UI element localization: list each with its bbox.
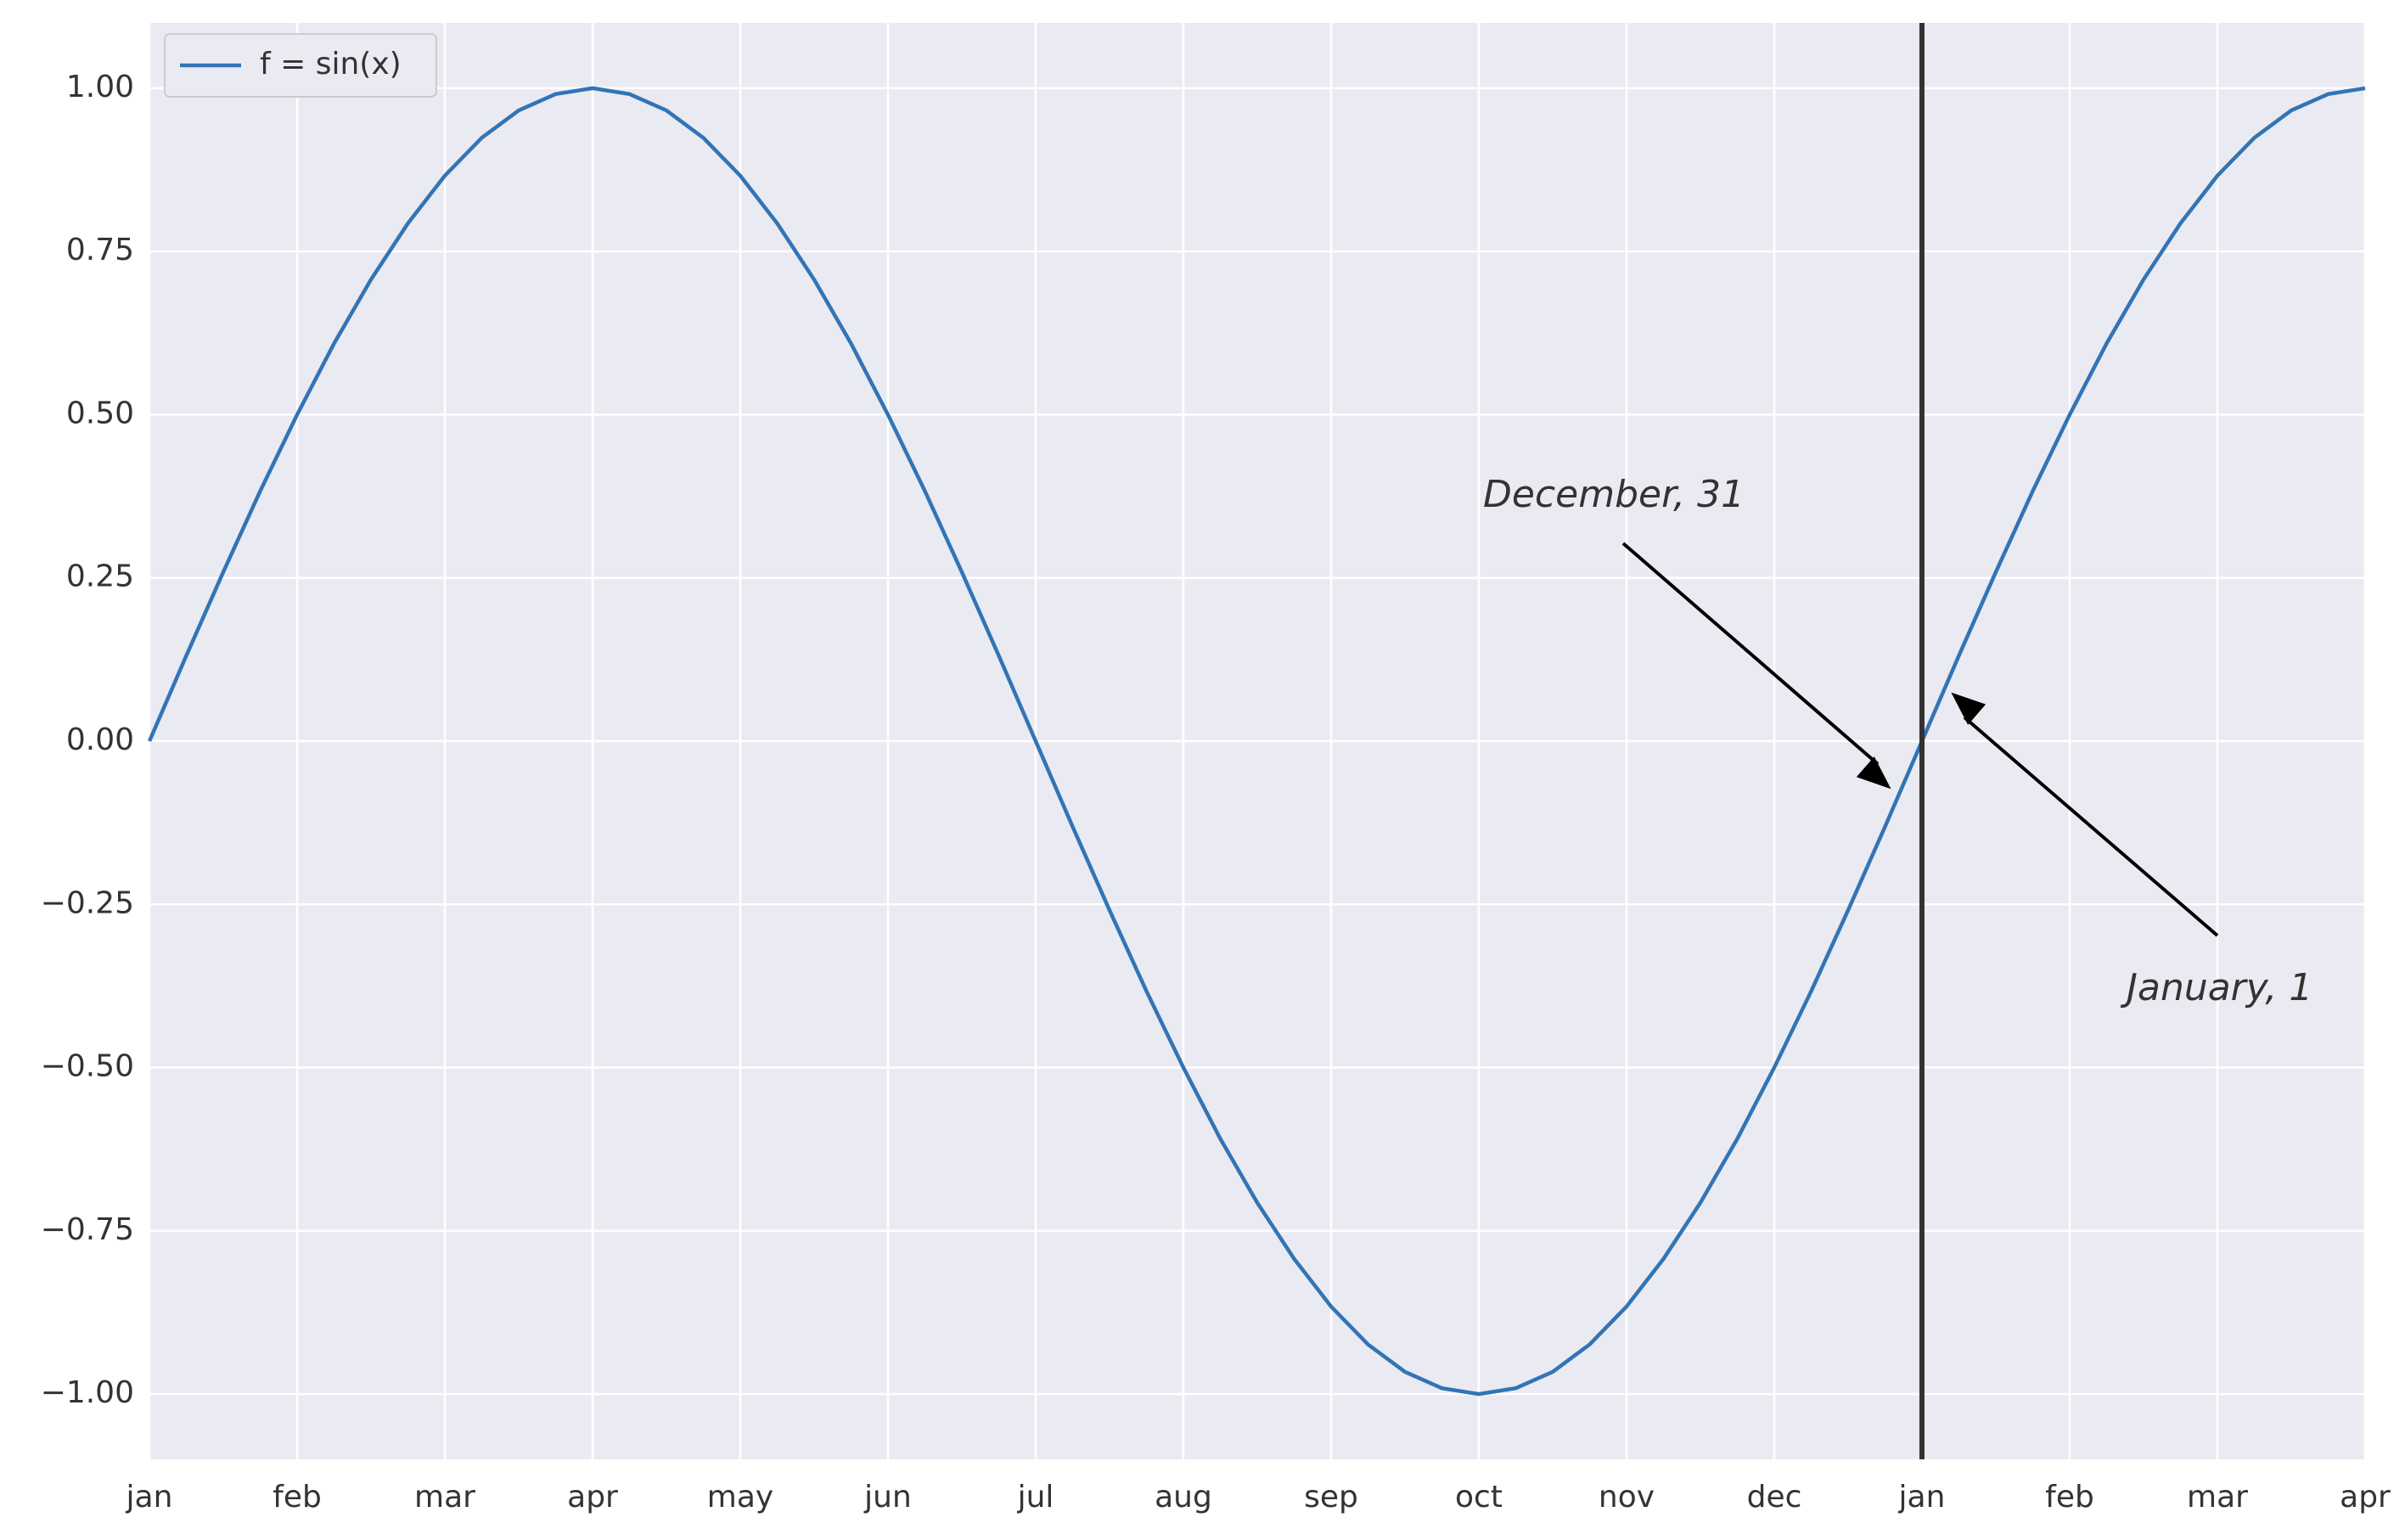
x-tick-label: mar xyxy=(2187,1480,2248,1515)
annotation: December, 31 xyxy=(1483,473,1745,516)
x-tick-label: feb xyxy=(273,1480,322,1515)
line-series xyxy=(147,86,2366,1397)
x-tick-label: sep xyxy=(1304,1480,1358,1515)
x-tick-label: oct xyxy=(1455,1480,1503,1515)
y-tick-label: −0.25 xyxy=(41,885,134,920)
x-tick-label: jul xyxy=(1017,1480,1054,1515)
y-tick-label: 0.75 xyxy=(66,233,134,267)
y-tick-label: 1.00 xyxy=(66,70,134,104)
y-tick-label: −0.50 xyxy=(41,1049,134,1084)
x-tick-label: jan xyxy=(1898,1480,1946,1515)
y-tick-label: 0.25 xyxy=(66,559,134,594)
annotation-arrow xyxy=(1951,692,2219,937)
y-tick-label: −1.00 xyxy=(41,1375,134,1410)
y-tick-label: −0.75 xyxy=(41,1212,134,1247)
x-tick-label: jan xyxy=(126,1480,173,1515)
x-tick-label: feb xyxy=(2045,1480,2094,1515)
x-tick-label: may xyxy=(707,1480,773,1515)
annotation-arrow xyxy=(1621,542,1891,790)
legend-box xyxy=(164,33,437,98)
x-tick-label: apr xyxy=(567,1480,618,1515)
x-tick-label: jun xyxy=(863,1480,912,1515)
x-tick-label: nov xyxy=(1599,1480,1655,1515)
legend-label: f = sin(x) xyxy=(260,47,402,81)
x-tick-label: mar xyxy=(414,1480,475,1515)
x-tick-label: dec xyxy=(1747,1480,1802,1515)
y-tick-label: 0.00 xyxy=(66,722,134,757)
annotation: January, 1 xyxy=(2120,966,2312,1009)
x-tick-label: apr xyxy=(2340,1480,2391,1515)
y-tick-label: 0.50 xyxy=(66,396,134,430)
x-tick-label: aug xyxy=(1155,1480,1212,1515)
